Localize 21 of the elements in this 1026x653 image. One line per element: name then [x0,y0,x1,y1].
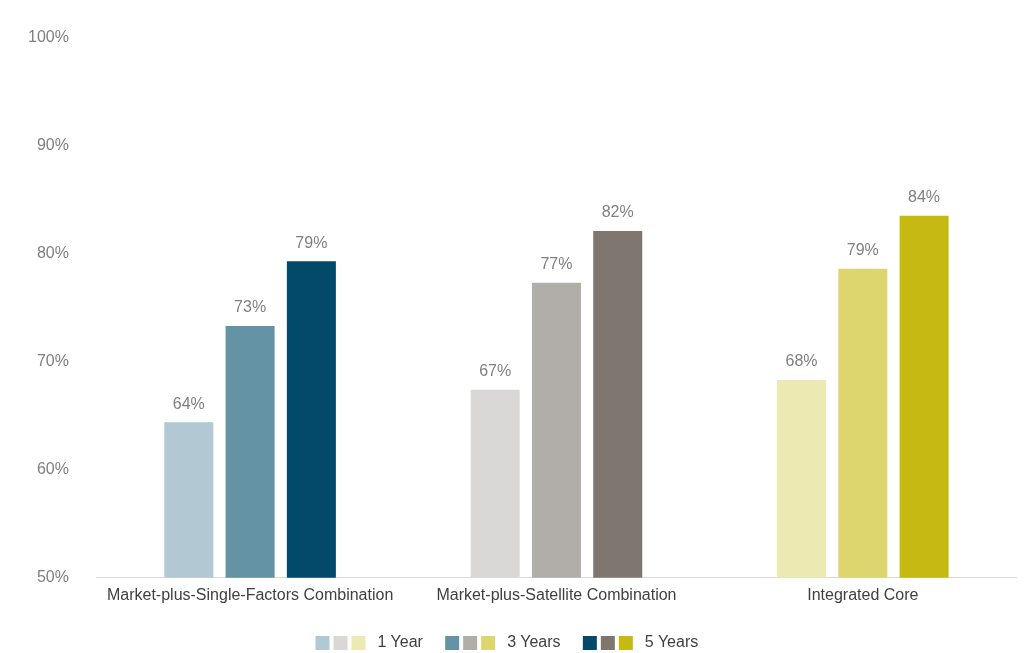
x-tick-label: Integrated Core [807,585,919,603]
data-label: 79% [295,233,328,251]
data-label: 79% [846,241,879,259]
y-tick-label: 80% [36,244,69,262]
data-label: 64% [172,394,205,412]
x-tick-label: Market-plus-Satellite Combination [436,585,677,603]
data-label: 82% [601,203,634,221]
data-label: 67% [479,362,512,380]
data-label: 77% [540,255,573,273]
legend-label: 1 Year [377,633,424,651]
y-tick-label: 60% [36,460,69,478]
data-label: 73% [234,298,267,316]
legend-label: 5 Years [644,633,699,651]
y-tick-label: 70% [36,352,69,370]
legend-label: 3 Years [507,633,561,651]
y-tick-label: 100% [28,28,69,46]
data-label: 68% [785,352,818,370]
data-label: 84% [908,188,941,206]
y-tick-label: 50% [36,568,69,586]
y-tick-label: 90% [36,136,69,154]
x-tick-label: Market-plus-Single-Factors Combination [106,585,394,603]
